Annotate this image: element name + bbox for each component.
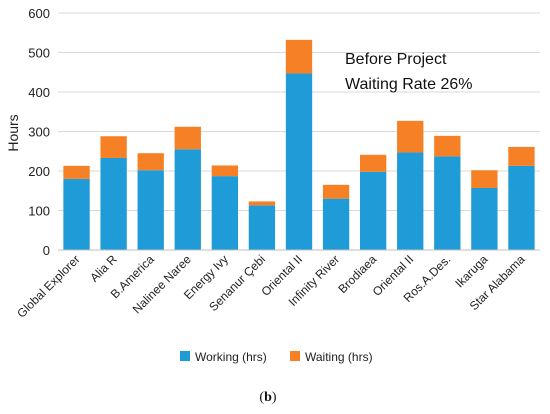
legend-label-waiting: Waiting (hrs) (305, 350, 373, 364)
bar-waiting (434, 135, 461, 157)
bar-waiting (211, 165, 239, 177)
y-tick-label: 100 (28, 204, 50, 219)
bar-waiting (137, 153, 164, 171)
legend: Working (hrs) Waiting (hrs) (180, 350, 373, 364)
annotation-line-1: Before Project (345, 51, 447, 68)
bar-working (359, 171, 387, 250)
bar-working (322, 198, 350, 250)
y-tick-label: 200 (28, 164, 50, 179)
bar-working (285, 73, 313, 250)
bar-waiting (100, 136, 127, 158)
bar-waiting (359, 154, 387, 172)
y-axis-tick-labels: 0 100 200 300 400 500 600 (28, 6, 50, 258)
y-tick-label: 400 (28, 85, 50, 100)
bars (63, 39, 535, 250)
y-tick-label: 0 (43, 243, 50, 258)
legend-swatch-waiting (290, 351, 300, 361)
bar-waiting (471, 170, 498, 188)
legend-swatch-working (180, 351, 190, 361)
annotation-line-2: Waiting Rate 26% (345, 76, 472, 93)
caption-open: ( (259, 390, 264, 405)
y-tick-label: 300 (28, 125, 50, 140)
bar-working (248, 205, 276, 250)
bar-working (137, 170, 164, 250)
x-tick-label: Global Explorer (14, 252, 82, 320)
y-tick-label: 600 (28, 6, 50, 21)
caption-close: ) (272, 390, 277, 405)
bar-working (63, 178, 90, 250)
bar-working (397, 152, 424, 250)
bar-working (211, 176, 239, 250)
bar-waiting (508, 146, 535, 166)
bar-working (508, 165, 535, 250)
bar-waiting (174, 126, 201, 150)
bar-waiting (285, 39, 313, 74)
bar-waiting (397, 120, 424, 153)
bar-waiting (63, 165, 90, 179)
bar-waiting (322, 184, 350, 199)
x-tick-label: Alia R (87, 252, 120, 285)
bar-waiting (248, 201, 276, 206)
y-axis-label: Hours (5, 114, 21, 151)
bar-working (434, 156, 461, 250)
legend-label-working: Working (hrs) (195, 350, 267, 364)
bar-working (100, 157, 127, 250)
y-tick-label: 500 (28, 46, 50, 61)
bar-working (471, 187, 498, 250)
bar-working (174, 149, 201, 250)
figure-caption: (b) (259, 390, 276, 405)
caption-letter: b (264, 390, 272, 405)
